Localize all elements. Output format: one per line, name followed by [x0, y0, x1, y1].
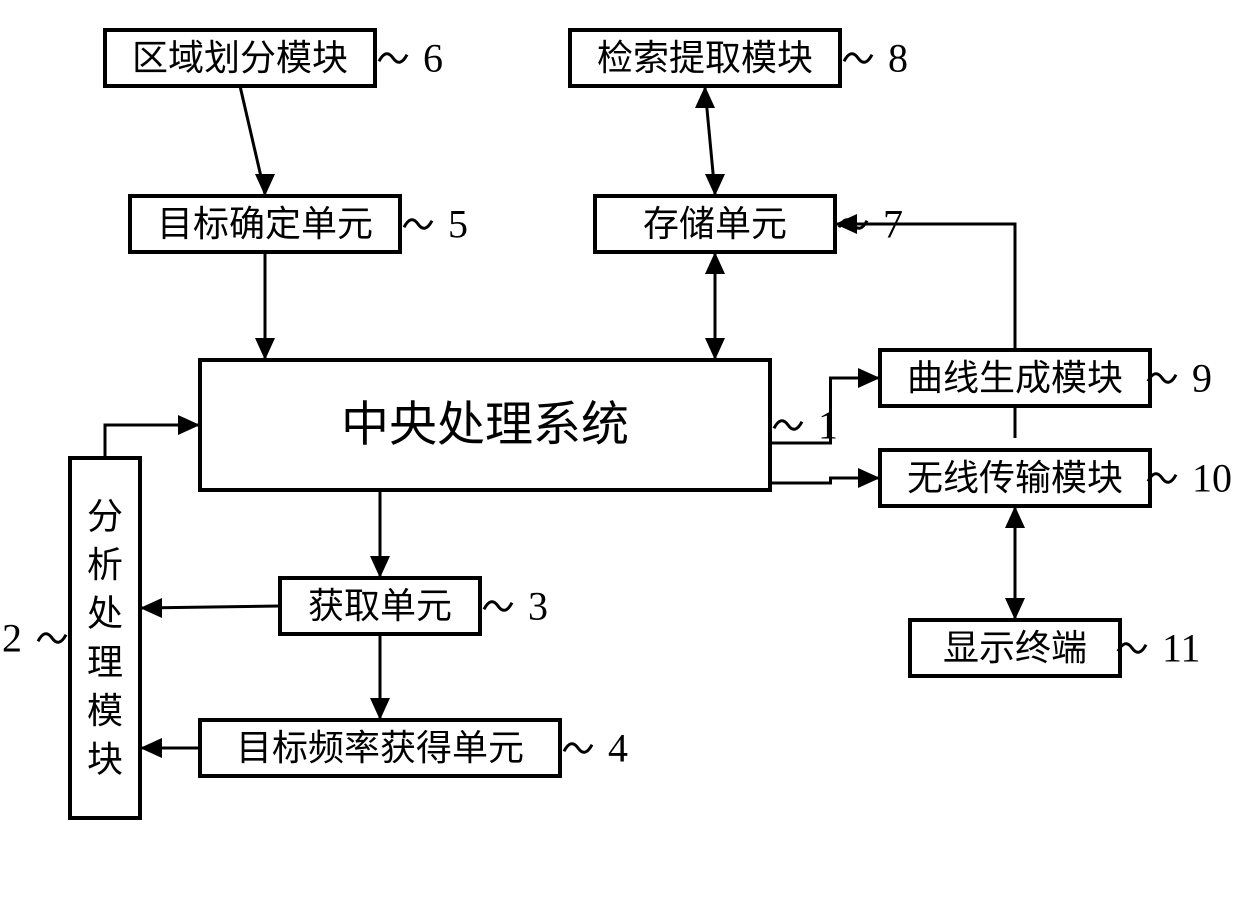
ref-num-11: 11	[1162, 626, 1201, 671]
ref-num-7: 7	[883, 202, 903, 247]
svg-text:曲线生成模块: 曲线生成模块	[907, 358, 1123, 398]
ref-num-1: 1	[818, 403, 838, 448]
svg-text:模: 模	[87, 691, 123, 731]
node-n2: 分析处理模块 2	[2, 458, 140, 818]
node-n11: 显示终端 11	[910, 620, 1201, 676]
svg-text:检索提取模块: 检索提取模块	[597, 38, 813, 78]
svg-text:无线传输模块: 无线传输模块	[907, 458, 1123, 498]
node-n3: 获取单元 3	[280, 578, 548, 634]
svg-text:中央处理系统: 中央处理系统	[341, 399, 629, 452]
ref-num-2: 2	[2, 616, 22, 661]
ref-num-6: 6	[423, 36, 443, 81]
svg-text:获取单元: 获取单元	[308, 586, 452, 626]
ref-num-3: 3	[528, 584, 548, 629]
svg-text:理: 理	[87, 642, 123, 682]
svg-text:分: 分	[87, 497, 123, 537]
ref-num-5: 5	[448, 202, 468, 247]
svg-text:析: 析	[87, 545, 123, 585]
ref-num-4: 4	[608, 726, 628, 771]
svg-text:目标确定单元: 目标确定单元	[157, 204, 373, 244]
ref-num-10: 10	[1192, 456, 1232, 501]
svg-text:处: 处	[87, 594, 123, 634]
node-n4: 目标频率获得单元 4	[200, 720, 628, 776]
flowchart-canvas: 中央处理系统 1 分析处理模块 2 获取单元 3 目标频率获得单元 4 目标确定单元 5 区域划分模…	[0, 0, 1240, 900]
ref-num-9: 9	[1192, 356, 1212, 401]
svg-text:显示终端: 显示终端	[943, 628, 1087, 668]
ref-num-8: 8	[888, 36, 908, 81]
svg-text:目标频率获得单元: 目标频率获得单元	[236, 728, 524, 768]
svg-text:块: 块	[87, 740, 123, 780]
edge	[142, 606, 280, 608]
node-n1: 中央处理系统 1	[200, 360, 838, 490]
node-n10: 无线传输模块 10	[880, 450, 1232, 506]
svg-text:区域划分模块: 区域划分模块	[132, 38, 348, 78]
svg-text:存储单元: 存储单元	[643, 204, 787, 244]
